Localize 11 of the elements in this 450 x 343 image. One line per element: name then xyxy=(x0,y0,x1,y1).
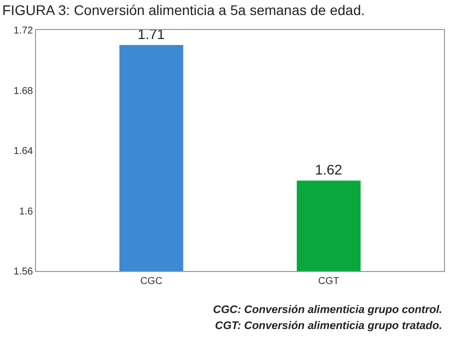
data-label: 1.62 xyxy=(314,162,342,178)
x-tick-label: CGC xyxy=(140,276,162,287)
y-tick-label: 1.72 xyxy=(14,26,34,36)
y-tick-label: 1.68 xyxy=(14,86,34,97)
y-tick-label: 1.64 xyxy=(14,146,34,157)
chart-title: FIGURA 3: Conversión alimenticia a 5a semanas de edad. xyxy=(2,2,365,18)
text: CGC: Conversión alimenticia grupo control. xyxy=(213,304,442,316)
y-tick-label: 1.6 xyxy=(19,206,34,218)
y-tick-label: 1.56 xyxy=(14,266,34,278)
text: CGT: Conversión alimenticia grupo tratado. xyxy=(215,320,442,332)
x-tick-label: CGT xyxy=(318,276,340,287)
